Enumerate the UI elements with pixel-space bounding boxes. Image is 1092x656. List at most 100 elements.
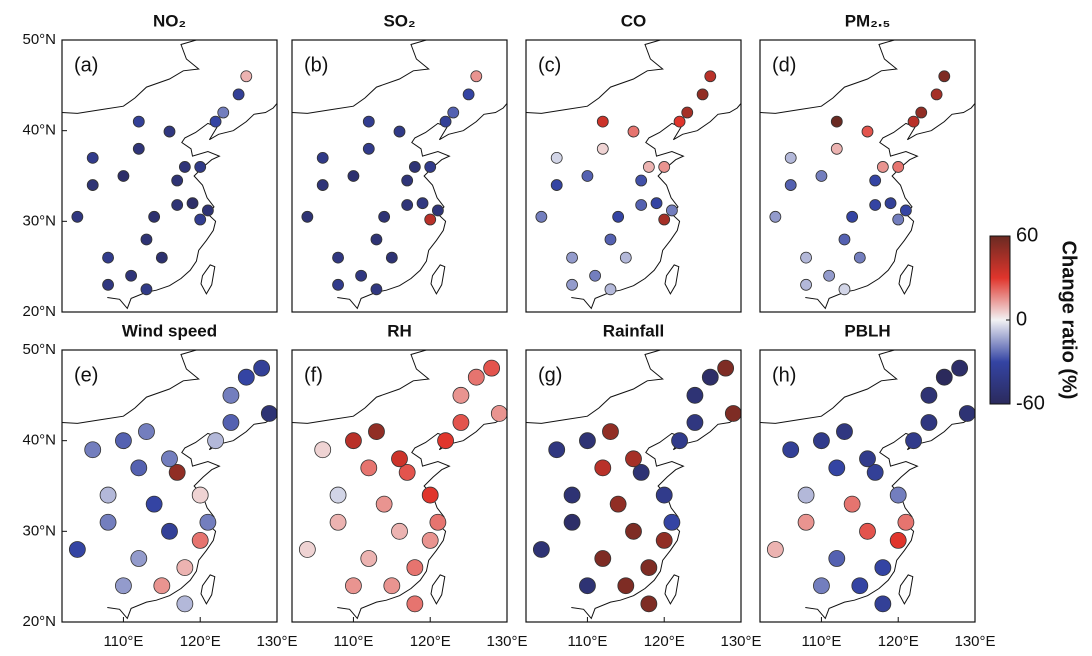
- map-area: [292, 40, 507, 310]
- station-point: [483, 359, 501, 377]
- x-tick-label: 120°E: [410, 633, 451, 650]
- panel-label: (a): [74, 54, 98, 76]
- station-point: [424, 213, 437, 226]
- station-point: [176, 559, 194, 576]
- station-point: [314, 441, 332, 459]
- station-point: [813, 577, 830, 595]
- station-point: [163, 125, 176, 138]
- station-point: [836, 423, 853, 441]
- station-point: [604, 283, 617, 296]
- station-point: [930, 88, 943, 101]
- x-tick-label: 120°E: [180, 633, 221, 650]
- y-tick-label: 40°N: [22, 432, 56, 449]
- station-point: [99, 513, 117, 531]
- station-point: [892, 213, 905, 226]
- station-point: [398, 463, 416, 481]
- station-point: [145, 495, 163, 513]
- station-point: [658, 213, 671, 226]
- station-point: [360, 550, 378, 567]
- station-point: [665, 204, 678, 217]
- station-point: [813, 432, 830, 450]
- station-point: [897, 513, 915, 531]
- panel-frame: [61, 39, 278, 313]
- panel-title: PBLH: [844, 321, 890, 340]
- station-point: [696, 88, 709, 101]
- station-point: [140, 283, 153, 296]
- map-area: [526, 350, 741, 620]
- station-point: [431, 204, 444, 217]
- station-point: [490, 405, 507, 422]
- station-point: [391, 450, 408, 468]
- station-point: [581, 170, 594, 182]
- panel-label: (f): [304, 364, 323, 386]
- station-point: [102, 278, 114, 291]
- station-point: [594, 550, 612, 567]
- boundary: [760, 40, 898, 114]
- station-point: [686, 414, 704, 431]
- station-point: [391, 522, 408, 540]
- station-point: [99, 486, 117, 504]
- panel-label: (c): [538, 54, 561, 76]
- panel-label: (d): [772, 54, 796, 76]
- station-point: [153, 577, 171, 595]
- station-point: [604, 233, 617, 246]
- station-point: [828, 550, 846, 567]
- map-area: [760, 40, 975, 310]
- station-point: [782, 441, 800, 459]
- station-point: [704, 70, 717, 83]
- station-point: [332, 251, 344, 264]
- station-point: [846, 210, 859, 223]
- station-point: [378, 210, 391, 223]
- station-point: [130, 550, 148, 567]
- station-point: [68, 541, 86, 558]
- station-point: [579, 432, 596, 450]
- station-point: [102, 251, 114, 264]
- boundary: [696, 103, 741, 132]
- station-point: [769, 210, 782, 223]
- station-point: [222, 386, 240, 404]
- station-point: [370, 283, 383, 296]
- station-point: [86, 179, 99, 191]
- boundary: [337, 122, 464, 310]
- panel-title: NO₂: [153, 11, 186, 30]
- station-point: [232, 88, 245, 101]
- station-point: [138, 423, 155, 441]
- station-point: [186, 197, 199, 210]
- station-point: [828, 459, 846, 477]
- colorbar-label: Change ratio (%): [1058, 241, 1080, 400]
- station-point: [766, 541, 784, 558]
- station-point: [115, 577, 132, 595]
- station-point: [823, 269, 836, 282]
- x-tick-label: 110°E: [103, 633, 143, 650]
- station-point: [632, 463, 650, 481]
- station-point: [191, 532, 209, 549]
- panel-frame: [61, 349, 278, 623]
- panel: RH (f) 110°E 120°E 130°E: [291, 321, 528, 650]
- station-point: [874, 595, 892, 613]
- boundary: [526, 350, 664, 424]
- panel-frame: [525, 349, 742, 623]
- station-point: [329, 486, 347, 504]
- boundary: [462, 103, 507, 132]
- station-point: [876, 161, 889, 173]
- boundary: [805, 432, 932, 620]
- panel-title: PM₂.₅: [845, 11, 891, 30]
- station-point: [851, 577, 869, 595]
- station-point: [439, 115, 452, 128]
- station-point: [892, 161, 905, 173]
- x-tick-label: 120°E: [878, 633, 919, 650]
- station-point: [237, 368, 255, 386]
- station-point: [171, 199, 184, 211]
- panel: CO (c): [525, 11, 742, 313]
- station-point: [797, 486, 815, 504]
- station-point: [401, 174, 414, 187]
- station-point: [635, 199, 648, 211]
- station-point: [161, 450, 178, 468]
- y-tick-label: 50°N: [22, 31, 56, 48]
- boundary: [898, 264, 914, 295]
- station-point: [532, 541, 550, 558]
- station-point: [393, 125, 406, 138]
- station-point: [148, 210, 161, 223]
- station-point: [207, 432, 224, 450]
- boundary: [898, 574, 914, 605]
